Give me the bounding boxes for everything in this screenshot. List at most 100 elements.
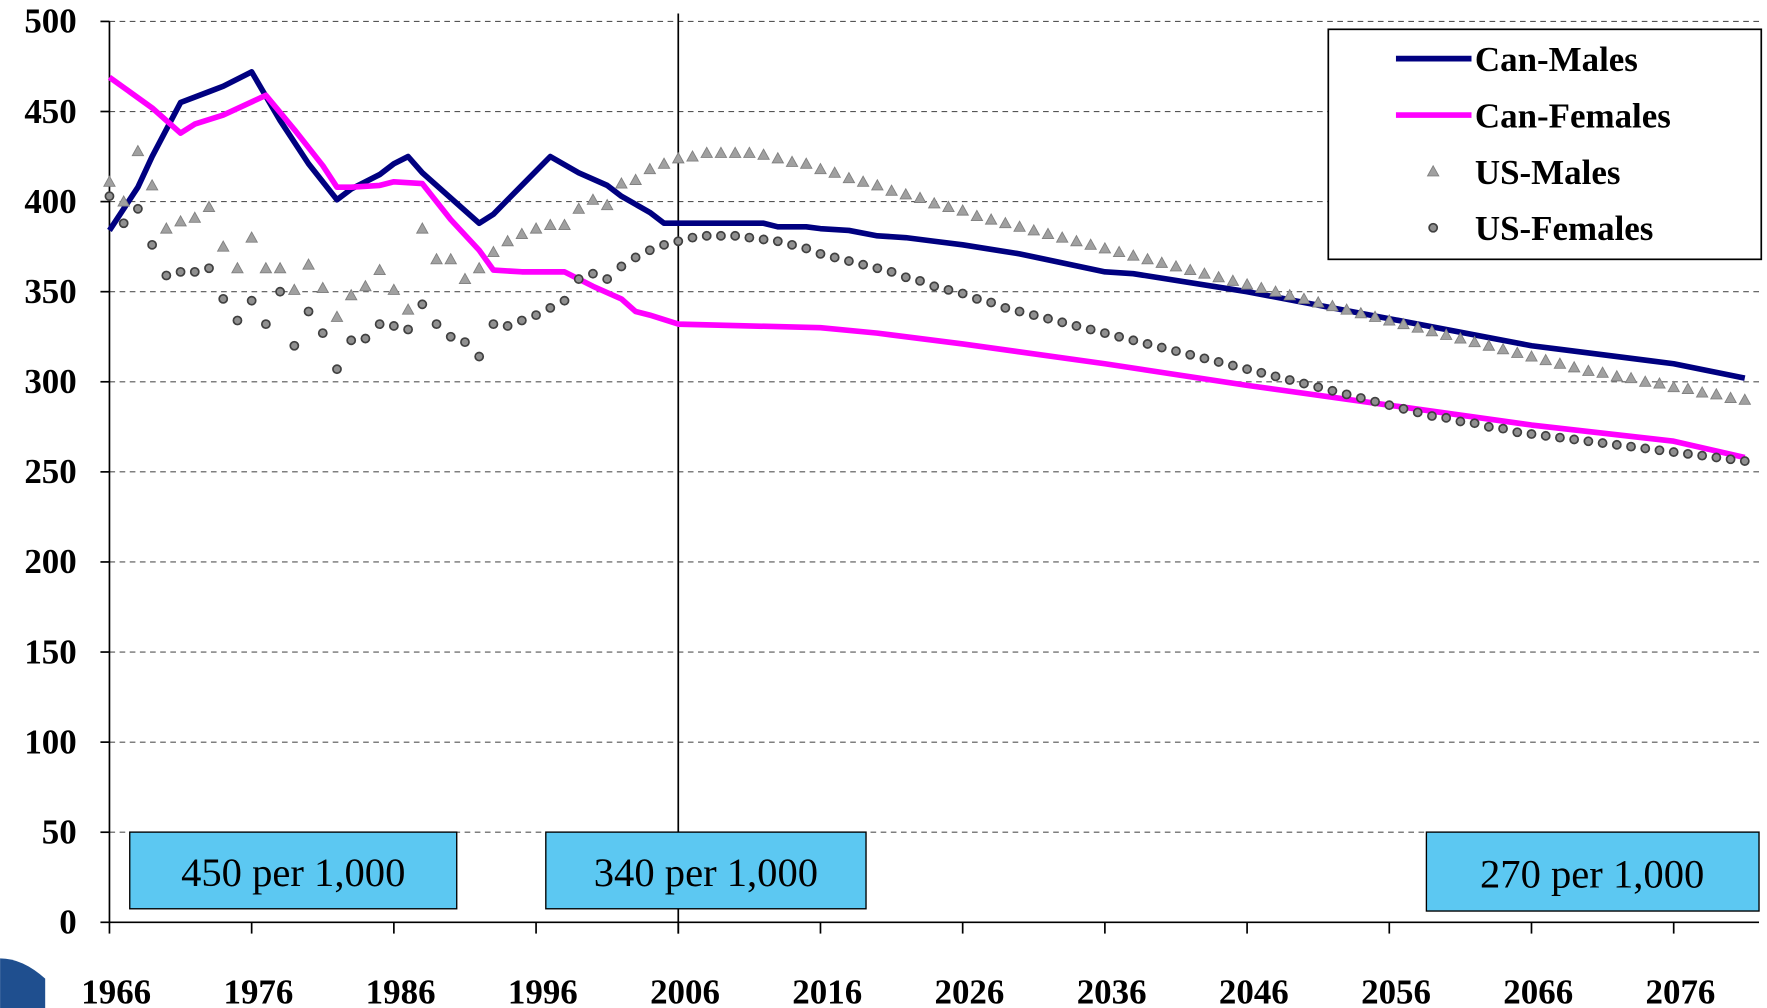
point xyxy=(1355,393,1366,403)
point xyxy=(1313,382,1324,393)
point xyxy=(1411,321,1425,333)
point xyxy=(998,216,1012,229)
point xyxy=(373,263,387,276)
point xyxy=(885,184,898,196)
point xyxy=(573,274,584,284)
point xyxy=(316,281,330,294)
point xyxy=(844,256,854,266)
point xyxy=(1028,310,1039,321)
legend-label: Can-Females xyxy=(1475,96,1671,135)
point xyxy=(1071,321,1082,331)
point xyxy=(231,261,244,274)
point xyxy=(799,157,813,169)
point xyxy=(1226,274,1240,286)
point xyxy=(1441,412,1452,423)
point xyxy=(829,252,840,263)
point xyxy=(1283,288,1297,301)
point xyxy=(359,279,372,292)
point xyxy=(1725,454,1736,465)
series xyxy=(107,69,1746,381)
point xyxy=(1098,241,1112,254)
point xyxy=(984,213,998,225)
point xyxy=(1667,380,1681,393)
point xyxy=(787,239,797,250)
point xyxy=(1013,220,1026,232)
point xyxy=(659,239,669,250)
line xyxy=(107,74,1746,461)
point xyxy=(458,272,472,285)
point xyxy=(232,315,243,326)
point xyxy=(117,195,131,207)
point xyxy=(1683,448,1693,459)
point xyxy=(1027,223,1041,236)
point xyxy=(501,234,515,247)
point xyxy=(842,171,856,184)
point xyxy=(629,173,643,185)
point xyxy=(957,288,968,299)
y-tick-label: 150 xyxy=(24,632,76,671)
point xyxy=(1468,335,1482,348)
point xyxy=(742,146,756,158)
point xyxy=(927,196,941,209)
legend-marker xyxy=(1428,222,1439,233)
point xyxy=(174,214,187,227)
point xyxy=(616,261,627,272)
point xyxy=(602,274,613,284)
point xyxy=(1126,249,1140,261)
y-tick-label: 0 xyxy=(59,903,76,942)
point xyxy=(744,232,755,243)
point xyxy=(1567,360,1581,373)
point xyxy=(971,293,982,304)
point xyxy=(1498,423,1508,434)
point xyxy=(388,321,399,331)
point xyxy=(147,239,158,250)
line xyxy=(107,69,1746,381)
point xyxy=(317,328,328,339)
x-tick-label: 1976 xyxy=(223,972,293,1008)
point xyxy=(344,288,358,301)
point xyxy=(1198,267,1211,279)
point xyxy=(1326,299,1339,312)
point xyxy=(415,222,429,234)
point xyxy=(1482,339,1496,351)
point xyxy=(1738,393,1752,405)
y-tick-label: 50 xyxy=(42,812,77,851)
point xyxy=(1510,346,1524,358)
point xyxy=(159,222,173,234)
point xyxy=(1695,386,1709,398)
point xyxy=(289,340,300,351)
point xyxy=(1739,456,1750,466)
point xyxy=(1284,375,1295,385)
point xyxy=(1654,445,1665,456)
point xyxy=(374,319,385,330)
point xyxy=(657,157,671,169)
point xyxy=(801,243,812,254)
point xyxy=(543,218,557,230)
point xyxy=(586,193,600,205)
point xyxy=(1668,447,1679,457)
point xyxy=(188,211,202,223)
point xyxy=(1439,328,1453,340)
point xyxy=(103,175,116,187)
point xyxy=(1469,418,1480,429)
point xyxy=(1041,227,1055,239)
point xyxy=(572,202,586,214)
point xyxy=(1070,234,1083,247)
legend-label: Can-Males xyxy=(1475,40,1638,79)
point xyxy=(417,299,428,310)
point xyxy=(1242,364,1252,375)
point xyxy=(970,209,984,221)
point xyxy=(273,261,287,274)
annotation-box xyxy=(1425,831,1760,912)
annotation: 340 per 1,000 xyxy=(594,850,818,895)
point xyxy=(1553,357,1567,369)
plot xyxy=(103,69,1752,466)
point xyxy=(1084,238,1098,250)
point xyxy=(1043,313,1053,324)
point xyxy=(785,155,799,167)
point xyxy=(531,310,541,321)
point xyxy=(287,283,301,295)
point xyxy=(472,261,486,274)
point xyxy=(716,230,726,241)
